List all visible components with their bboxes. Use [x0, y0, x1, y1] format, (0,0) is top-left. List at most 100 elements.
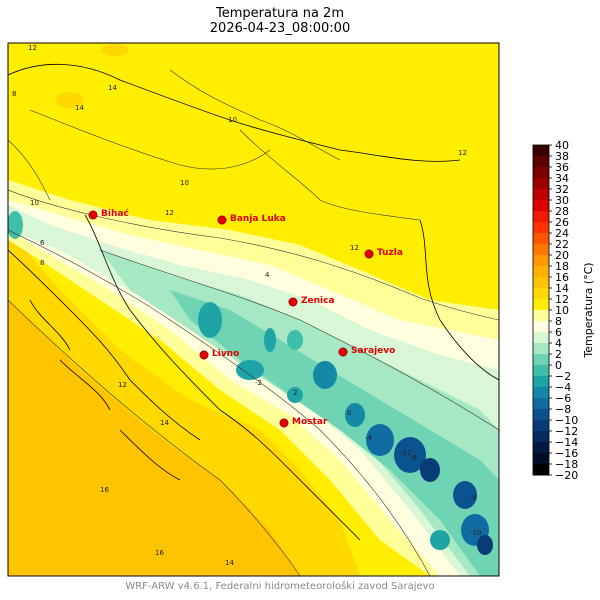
colorbar-tick-label: 10 [555, 304, 569, 317]
colorbar-tick-label: −10 [555, 414, 578, 427]
contour-label: 10 [180, 179, 189, 187]
contour-label: 12 [350, 244, 359, 252]
colorbar: 4038363432302826242220181614121086420−2−… [532, 139, 595, 482]
colorbar-tick-label: −16 [555, 447, 578, 460]
colorbar-tick-label: −2 [555, 370, 571, 383]
colorbar-swatch [533, 211, 549, 223]
colorbar-swatch [533, 365, 549, 377]
colorbar-swatch [533, 409, 549, 421]
contour-label: 12 [165, 209, 174, 217]
contour-label: 14 [225, 559, 234, 567]
map-frame [7, 42, 500, 577]
contour-label: 2 [293, 389, 297, 397]
colorbar-tick-label: −20 [555, 469, 578, 482]
colorbar-tick-label: 22 [555, 238, 569, 251]
colorbar-swatch [533, 299, 549, 311]
contour-label: -8 [470, 494, 477, 502]
field-cold-core-1 [198, 302, 222, 338]
colorbar-swatch [533, 277, 549, 289]
borders [8, 63, 499, 541]
contour-value-labels: 12 14 10 8 12 10 12 14 10 12 6 8 4 2 0 -… [12, 44, 481, 567]
colorbar-swatch [533, 442, 549, 454]
colorbar-swatch [533, 156, 549, 168]
colorbar-swatch [533, 387, 549, 399]
city-label: Bihać [101, 208, 129, 219]
map-datetime: 2026-04-23_08:00:00 [209, 21, 351, 36]
colorbar-swatch [533, 431, 549, 443]
colorbar-swatch [533, 321, 549, 333]
contour-label: -6 [410, 454, 418, 462]
contour-label: 8 [12, 90, 16, 98]
contour-label: -2 [255, 379, 262, 387]
field-cold-core-4 [345, 403, 365, 427]
city-label: Zenica [301, 296, 335, 306]
field-cold-core-15 [8, 211, 23, 239]
field-cold-core-13 [287, 387, 303, 403]
colorbar-swatch [533, 420, 549, 432]
city-markers: Bihać Banja Luka Tuzla Zenica Sarajevo L… [88, 208, 403, 428]
colorbar-tick-label: 38 [555, 150, 569, 163]
colorbar-swatch [533, 178, 549, 190]
contour-label: -12 [400, 449, 411, 457]
field-cold-core-12 [264, 328, 276, 352]
colorbar-tick-label: 36 [555, 161, 569, 174]
colorbar-swatches [533, 145, 549, 476]
colorbar-swatch [533, 233, 549, 245]
contour-label: -4 [365, 434, 373, 442]
colorbar-swatch [533, 244, 549, 256]
contour-label: -10 [470, 529, 481, 537]
city-tuzla[interactable]: Tuzla [364, 248, 403, 259]
colorbar-tick-label: 32 [555, 183, 569, 196]
colorbar-swatch [533, 222, 549, 234]
field-cold-core-7 [420, 458, 440, 482]
colorbar-swatch [533, 354, 549, 366]
colorbar-tick-label: 4 [555, 337, 562, 350]
colorbar-swatch [533, 255, 549, 267]
colorbar-swatch [533, 266, 549, 278]
colorbar-swatch [533, 310, 549, 322]
colorbar-tick-label: 2 [555, 348, 562, 361]
colorbar-tick-label: 30 [555, 194, 569, 207]
colorbar-tick-label: −8 [555, 403, 571, 416]
colorbar-tick-label: 40 [555, 139, 569, 152]
city-label: Banja Luka [230, 214, 286, 224]
contour-label: 12 [118, 381, 127, 389]
city-zenica[interactable]: Zenica [288, 296, 335, 307]
colorbar-tick-label: 24 [555, 227, 569, 240]
colorbar-swatch [533, 376, 549, 388]
contour-label: 12 [458, 149, 467, 157]
city-banja-luka[interactable]: Banja Luka [217, 214, 286, 225]
contour-label: 10 [30, 199, 39, 207]
city-bihac[interactable]: Bihać [88, 208, 130, 220]
colorbar-tick-label: 0 [555, 359, 562, 372]
colorbar-tick-label: 34 [555, 172, 569, 185]
city-mostar[interactable]: Mostar [279, 417, 328, 428]
contour-label: 16 [100, 486, 109, 494]
colorbar-tick-label: 12 [555, 293, 569, 306]
colorbar-tick-label: −18 [555, 458, 578, 471]
colorbar-tick-label: −14 [555, 436, 578, 449]
contour-label: 8 [40, 259, 44, 267]
colorbar-tick-label: 18 [555, 260, 569, 273]
colorbar-tick-label: −4 [555, 381, 571, 394]
temperature-field [8, 43, 499, 576]
field-warm-pocket-2 [101, 44, 129, 56]
contour-label: 10 [228, 116, 237, 124]
colorbar-swatch [533, 332, 549, 344]
contour-label: 6 [40, 239, 45, 247]
field-cold-core-14 [430, 530, 450, 550]
city-livno[interactable]: Livno [199, 349, 239, 360]
colorbar-swatch [533, 453, 549, 465]
city-label: Livno [212, 349, 239, 359]
colorbar-tick-label: 26 [555, 216, 569, 229]
contour-label: 0 [347, 409, 351, 417]
city-sarajevo[interactable]: Sarajevo [338, 346, 396, 357]
field-cold-core-6 [394, 437, 426, 473]
colorbar-swatch [533, 464, 549, 476]
contour-label: 14 [108, 84, 117, 92]
colorbar-swatch [533, 288, 549, 300]
contour-label: 16 [155, 549, 164, 557]
colorbar-swatch [533, 189, 549, 201]
colorbar-tick-label: 20 [555, 249, 569, 262]
